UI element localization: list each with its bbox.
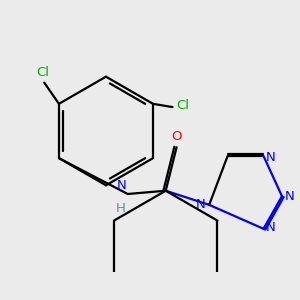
- Text: N: N: [266, 151, 276, 164]
- Text: N: N: [196, 198, 206, 212]
- Text: O: O: [171, 130, 182, 143]
- Text: Cl: Cl: [176, 99, 189, 112]
- Text: Cl: Cl: [36, 66, 49, 79]
- Text: N: N: [266, 220, 276, 234]
- Text: N: N: [116, 179, 126, 192]
- Text: H: H: [116, 202, 126, 215]
- Text: N: N: [285, 190, 295, 203]
